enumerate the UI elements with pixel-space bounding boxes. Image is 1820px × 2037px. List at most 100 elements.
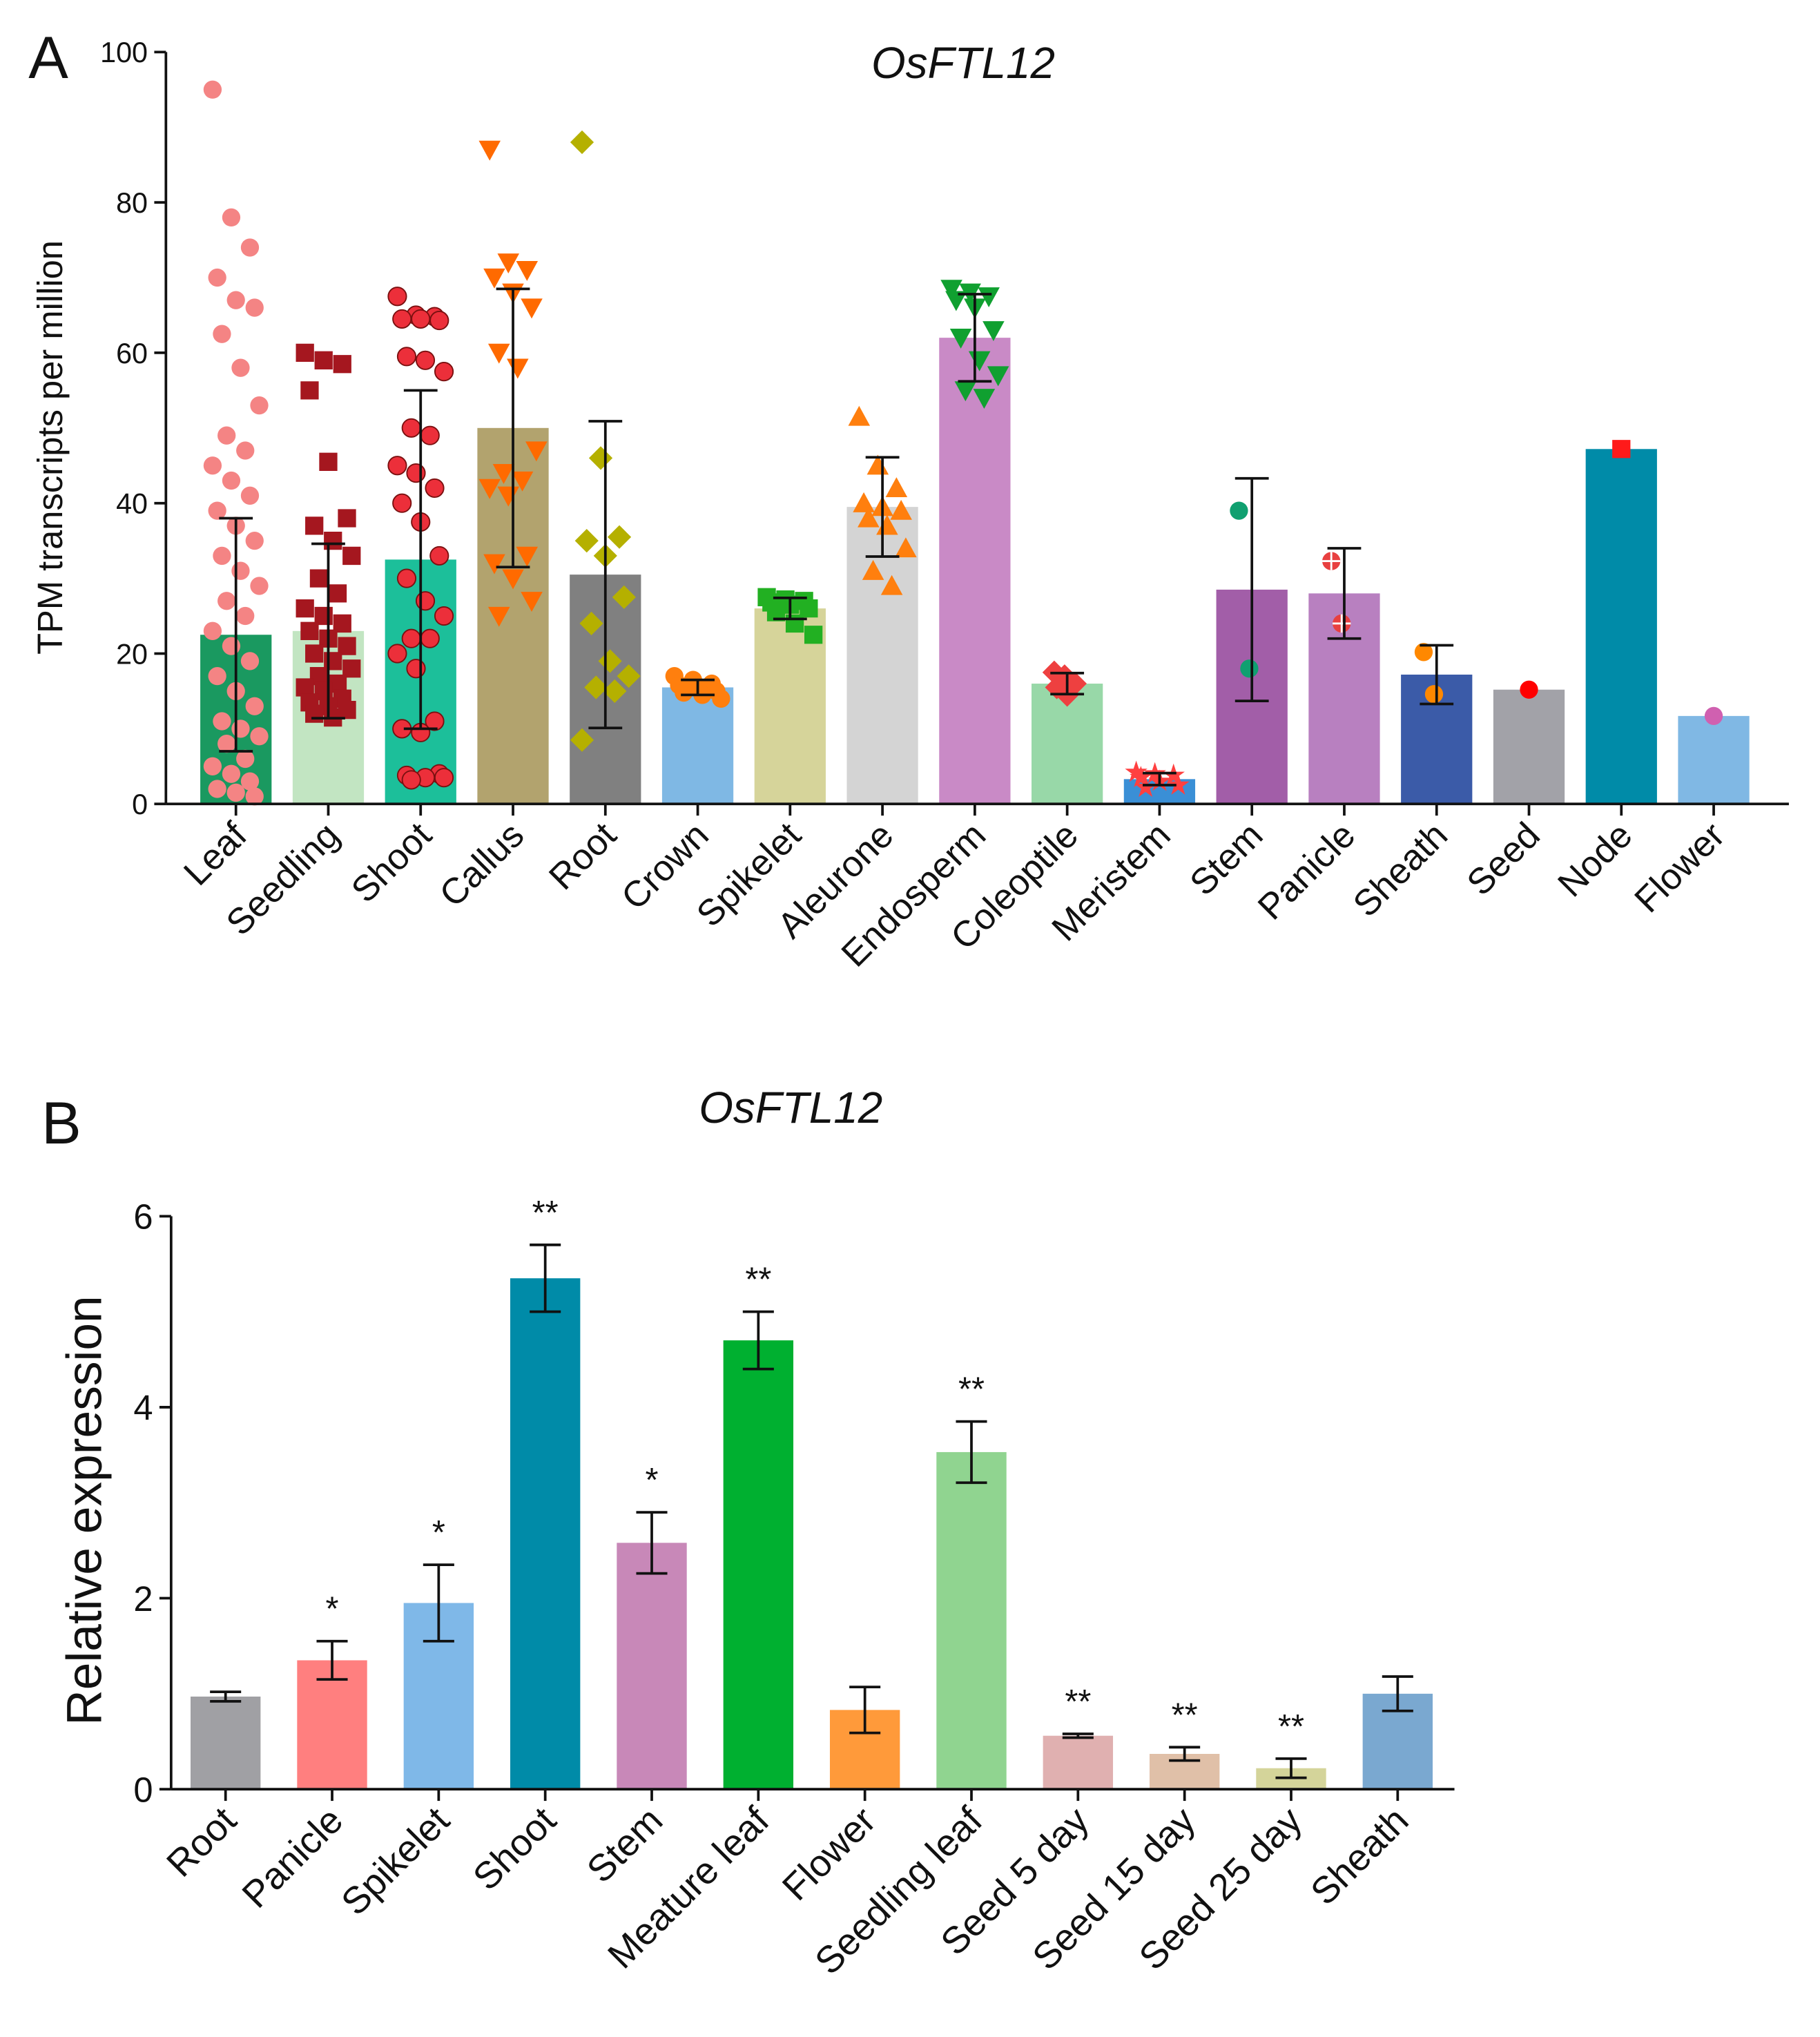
- bar: [723, 1340, 794, 1790]
- data-point: [401, 770, 421, 790]
- x-tick-label: Shoot: [465, 1799, 564, 1898]
- point-cross: [1333, 614, 1351, 633]
- data-point: [245, 532, 264, 550]
- data-point: [880, 575, 903, 595]
- panel-label: B: [41, 1090, 81, 1157]
- data-point: [231, 720, 250, 738]
- point-cross: [1322, 552, 1341, 570]
- bar: [1585, 449, 1657, 804]
- error-bar: [1382, 1675, 1413, 1712]
- data-point: [338, 701, 356, 720]
- error-bar: [1235, 476, 1269, 702]
- x-tick-label: Sheath: [1346, 815, 1455, 925]
- data-point: [250, 396, 269, 415]
- data-point: [217, 426, 236, 445]
- data-point: [862, 559, 884, 580]
- data-point: [240, 772, 260, 791]
- y-tick-label: 0: [132, 789, 148, 820]
- data-point: [607, 525, 632, 549]
- error-bar: [742, 1310, 774, 1371]
- data-point: [800, 599, 818, 618]
- y-tick-label: 20: [116, 638, 148, 670]
- x-tick-label: Seed: [1459, 815, 1548, 904]
- panel-label: A: [28, 25, 68, 91]
- data-point: [516, 546, 539, 567]
- data-point: [328, 674, 347, 693]
- data-point: [222, 637, 241, 655]
- data-point: [598, 649, 622, 673]
- error-bar: [1050, 671, 1085, 696]
- x-tick-label: Root: [541, 815, 624, 898]
- data-point: [392, 493, 412, 513]
- data-point: [208, 501, 226, 520]
- data-point: [236, 749, 255, 769]
- x-tick-label: Flower: [1627, 815, 1732, 920]
- data-point: [245, 787, 264, 806]
- bar: [297, 1660, 367, 1790]
- data-point: [342, 659, 361, 678]
- data-point: [434, 768, 454, 788]
- data-point: [511, 471, 534, 492]
- data-point: [675, 683, 693, 702]
- data-point: [895, 537, 917, 558]
- data-point: [853, 492, 875, 512]
- data-point: [222, 208, 241, 227]
- significance-label: **: [958, 1371, 985, 1409]
- error-bar: [681, 678, 715, 697]
- data-point: [973, 389, 996, 409]
- error-bar: [636, 1511, 668, 1575]
- x-tick-label: Root: [158, 1799, 244, 1884]
- data-point: [987, 366, 1009, 387]
- data-point: [296, 599, 314, 618]
- data-point: [429, 546, 449, 566]
- data-point: [574, 529, 599, 553]
- error-bar: [496, 287, 530, 569]
- data-point: [1167, 773, 1190, 795]
- data-point: [415, 591, 436, 611]
- data-point: [1520, 680, 1538, 699]
- data-point: [231, 561, 250, 580]
- data-point: [1130, 766, 1152, 787]
- data-point: [213, 546, 231, 566]
- y-tick-label: 60: [116, 338, 148, 369]
- data-point: [226, 783, 245, 802]
- data-point: [521, 592, 543, 612]
- bar: [936, 1451, 1007, 1790]
- data-point: [222, 764, 241, 783]
- data-point: [245, 697, 264, 715]
- x-tick-label: Panicle: [1250, 815, 1364, 928]
- data-point: [420, 628, 440, 648]
- data-point: [213, 712, 231, 731]
- error-bar: [530, 1243, 561, 1313]
- y-tick-label: 2: [133, 1579, 153, 1619]
- error-bar: [849, 1686, 881, 1735]
- data-point: [487, 343, 510, 364]
- bar: [1043, 1735, 1114, 1790]
- error-bar: [1420, 644, 1454, 706]
- bar: [1493, 689, 1565, 804]
- data-point: [487, 606, 510, 627]
- data-point: [1125, 760, 1148, 782]
- data-point: [300, 381, 319, 400]
- data-point: [507, 358, 529, 379]
- error-bar: [588, 420, 623, 730]
- data-point: [338, 509, 356, 528]
- y-tick-label: 40: [116, 488, 148, 520]
- data-point: [236, 441, 255, 460]
- data-point: [309, 569, 329, 588]
- data-point: [305, 644, 324, 663]
- data-point: [1414, 643, 1433, 662]
- data-point: [848, 405, 871, 426]
- y-axis-label: Relative expression: [57, 1295, 112, 1725]
- data-point: [478, 479, 501, 499]
- error-bar: [403, 389, 438, 731]
- data-point: [579, 611, 603, 636]
- data-point: [406, 659, 426, 679]
- bar: [1678, 715, 1750, 804]
- data-point: [222, 471, 241, 490]
- data-point: [387, 287, 407, 307]
- data-point: [492, 463, 515, 484]
- data-point: [217, 735, 236, 753]
- error-bar: [219, 517, 253, 753]
